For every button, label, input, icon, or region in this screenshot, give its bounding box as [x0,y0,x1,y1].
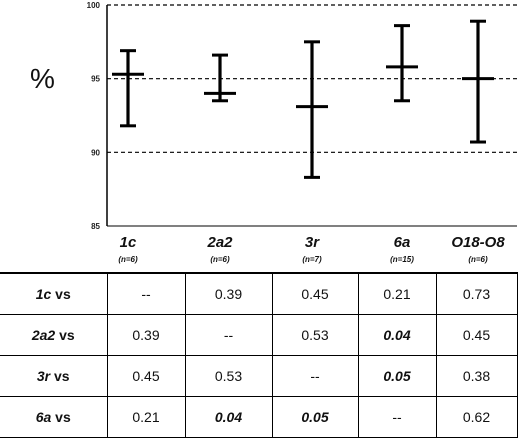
row-label-name: 2a2 [31,327,56,343]
row-label-vs: vs [51,286,71,302]
table-row: 6a vs 0.21 0.04 0.05 -- 0.62 [0,396,518,438]
table-row: 1c vs -- 0.39 0.45 0.21 0.73 [0,272,518,315]
y-tick-label: 95 [91,75,100,84]
row-label-name: 1c [35,286,52,302]
row-label-vs: vs [51,409,71,425]
p-value-cell: 0.45 [271,272,359,315]
p-value-cell: 0.45 [106,355,186,397]
error-bar-3r [296,40,328,179]
y-axis-label: % [30,63,55,94]
sample-size-label: (n=6) [210,255,230,264]
error-bar-chart: % 85 90 95 100 1c (n=6) 2a2 (n=6) 3r (n=7) 6a (n=1… [30,1,517,264]
y-tick-label: 100 [87,1,101,10]
category-label: 1c [120,234,137,251]
error-bar-O18-O8 [462,19,494,144]
p-value-cell: 0.53 [271,314,359,356]
category-label: 6a [394,234,411,251]
row-label: 3r vs [0,355,108,397]
sample-size-label: (n=6) [468,255,488,264]
error-bar-1c [112,49,144,128]
p-value-cell: 0.05 [357,355,437,397]
p-value-cell: 0.53 [184,355,273,397]
y-tick-label: 85 [91,222,100,231]
p-value-cell: 0.21 [357,272,437,315]
sample-size-label: (n=7) [302,255,322,264]
row-label-name: 6a [35,409,52,425]
table-row: 2a2 vs 0.39 -- 0.53 0.04 0.45 [0,314,518,356]
sample-size-label: (n=15) [390,255,414,264]
row-label: 2a2 vs [0,314,108,356]
row-label-vs: vs [50,368,70,384]
p-value-cell: -- [271,355,359,397]
p-value-cell: 0.73 [435,272,518,315]
category-label: 2a2 [206,234,233,251]
category-label: O18-O8 [451,234,505,251]
row-label: 6a vs [0,396,108,438]
row-label-name: 3r [36,368,51,384]
comparison-table: 1c vs -- 0.39 0.45 0.21 0.73 2a2 vs 0.39 -- 0.53 0… [0,272,518,438]
category-label: 3r [305,234,320,251]
sample-size-label: (n=6) [118,255,138,264]
row-label-vs: vs [55,327,75,343]
row-label: 1c vs [0,272,108,315]
table-row: 3r vs 0.45 0.53 -- 0.05 0.38 [0,355,518,397]
error-bar-6a [386,24,418,103]
p-value-cell: -- [357,396,437,438]
p-value-cell: 0.05 [271,396,359,438]
p-value-cell: -- [106,272,186,315]
p-value-cell: -- [184,314,273,356]
p-value-cell: 0.04 [184,396,273,438]
y-tick-label: 90 [91,148,100,157]
p-value-cell: 0.39 [106,314,186,356]
p-value-cell: 0.38 [435,355,518,397]
p-value-cell: 0.21 [106,396,186,438]
error-bar-2a2 [204,53,236,103]
p-value-cell: 0.04 [357,314,437,356]
p-value-cell: 0.62 [435,396,518,438]
p-value-cell: 0.39 [184,272,273,315]
p-value-cell: 0.45 [435,314,518,356]
